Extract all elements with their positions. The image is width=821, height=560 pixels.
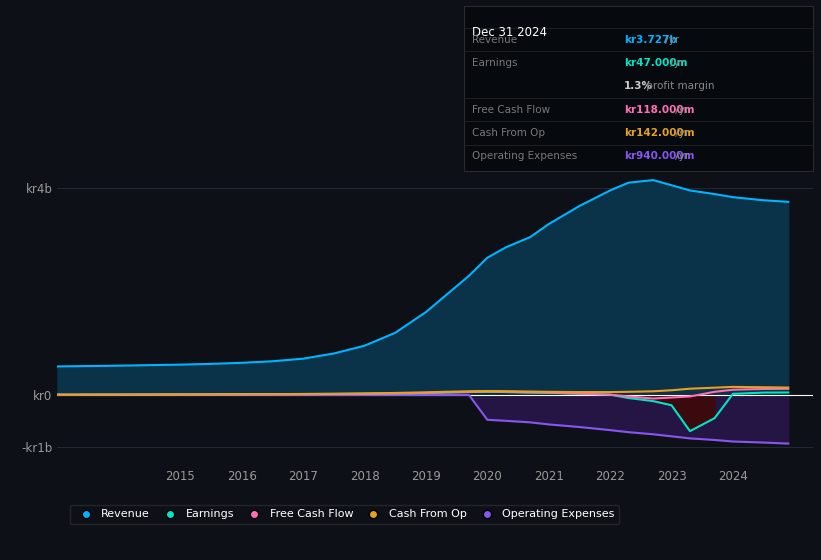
Text: /yr: /yr bbox=[672, 151, 689, 161]
Text: /yr: /yr bbox=[672, 105, 689, 115]
Text: Operating Expenses: Operating Expenses bbox=[472, 151, 577, 161]
Text: kr118.000m: kr118.000m bbox=[624, 105, 695, 115]
Text: Revenue: Revenue bbox=[472, 35, 517, 45]
Text: kr3.727b: kr3.727b bbox=[624, 35, 677, 45]
Text: profit margin: profit margin bbox=[643, 81, 714, 91]
Text: Earnings: Earnings bbox=[472, 58, 517, 68]
Text: /yr: /yr bbox=[662, 35, 679, 45]
Text: kr940.000m: kr940.000m bbox=[624, 151, 695, 161]
Legend: Revenue, Earnings, Free Cash Flow, Cash From Op, Operating Expenses: Revenue, Earnings, Free Cash Flow, Cash … bbox=[70, 505, 619, 524]
Text: kr142.000m: kr142.000m bbox=[624, 128, 695, 138]
Text: kr47.000m: kr47.000m bbox=[624, 58, 687, 68]
Text: /yr: /yr bbox=[667, 58, 684, 68]
Text: 1.3%: 1.3% bbox=[624, 81, 653, 91]
Text: Free Cash Flow: Free Cash Flow bbox=[472, 105, 550, 115]
Text: Dec 31 2024: Dec 31 2024 bbox=[472, 26, 547, 39]
Text: /yr: /yr bbox=[672, 128, 689, 138]
Text: Cash From Op: Cash From Op bbox=[472, 128, 545, 138]
